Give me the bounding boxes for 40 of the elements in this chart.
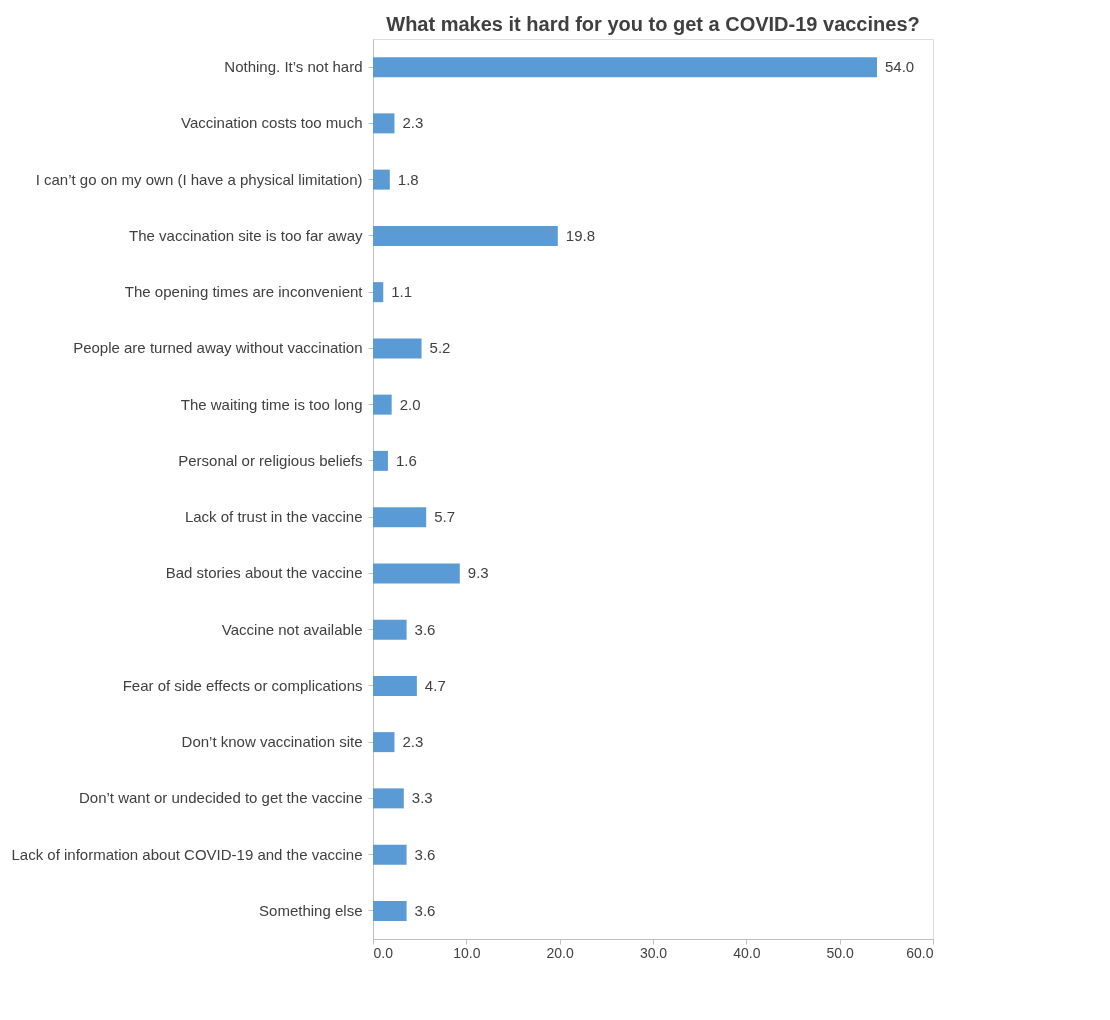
data-label: 3.6 [414,620,436,638]
x-tick-label: 10.0 [453,944,481,961]
data-label: 5.7 [434,508,456,526]
x-tick-label: 0.0 [373,944,394,961]
y-tick-label: Vaccination costs too much [181,114,363,132]
y-tick-label: Personal or religious beliefs [178,451,363,469]
y-tick-label: Lack of trust in the vaccine [184,508,363,526]
data-label: 4.7 [424,676,446,694]
y-tick-label: Bad stories about the vaccine [165,564,363,582]
data-label: 3.3 [411,789,433,807]
data-label: 3.6 [414,845,436,863]
data-label: 1.8 [397,170,419,188]
data-label: 2.3 [402,114,424,132]
x-tick-label: 50.0 [826,944,854,961]
y-tick-label: Something else [259,901,363,919]
y-tick-label: Lack of information about COVID-19 and the vaccine [11,845,363,863]
chart-title: What makes it hard for you to get a COVID-19 vaccines? [386,13,920,35]
y-tick-label: Don’t want or undecided to get the vaccine [78,789,363,807]
y-tick-label: The waiting time is too long [180,395,363,413]
data-label: 19.8 [565,226,595,244]
y-tick-label: People are turned away without vaccination [73,339,363,357]
x-tick-label: 30.0 [639,944,668,961]
data-label: 9.3 [467,564,489,582]
y-tick-label: The opening times are inconvenient [124,283,364,301]
data-label: 1.6 [395,451,417,469]
data-label: 54.0 [885,58,915,76]
data-label: 5.2 [429,339,451,357]
x-tick-label: 20.0 [546,944,574,961]
data-label: 1.1 [391,283,413,301]
y-tick-label: Vaccine not available [221,620,363,638]
y-tick-label: Fear of side effects or complications [122,676,363,694]
data-label: 2.0 [399,395,421,413]
data-label: 3.6 [414,901,436,919]
y-tick-label: Nothing. It’s not hard [224,58,363,76]
x-tick-label: 60.0 [906,944,934,961]
y-tick-label: Don’t know vaccination site [181,733,363,751]
y-tick-label: The vaccination site is too far away [129,226,363,244]
y-tick-label: I can’t go on my own (I have a physical limitation) [35,170,363,188]
x-tick-label: 40.0 [733,944,761,961]
data-label: 2.3 [402,733,424,751]
